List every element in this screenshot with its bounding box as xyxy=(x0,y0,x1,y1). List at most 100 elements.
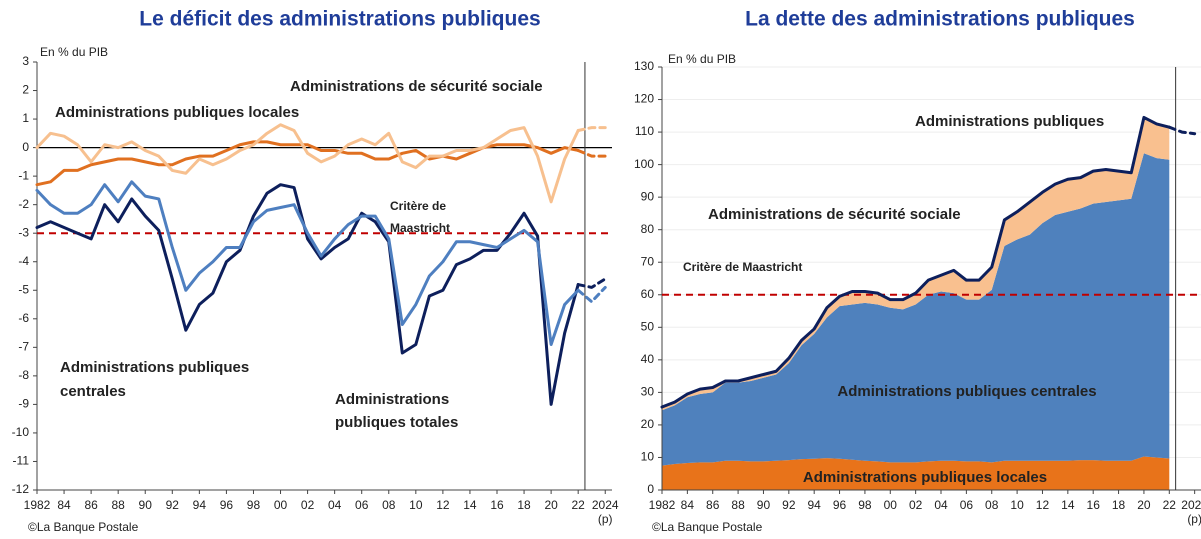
line xyxy=(660,115,1171,409)
line xyxy=(1167,125,1197,136)
area xyxy=(662,153,1170,466)
x-tick-label: 86 xyxy=(706,498,720,512)
y-tick-label: 0 xyxy=(647,482,654,496)
y-axis-label: En % du PIB xyxy=(40,45,108,59)
y-tick-label: 60 xyxy=(641,287,655,301)
line xyxy=(576,126,607,132)
x-tick-label: 14 xyxy=(463,498,477,512)
y-tick-label: 50 xyxy=(641,319,655,333)
x-note: (p) xyxy=(1187,512,1201,526)
x-note: (p) xyxy=(598,512,613,526)
series-label: Administrations publiques xyxy=(915,113,1104,130)
x-tick-label: 10 xyxy=(409,498,423,512)
source: ©La Banque Postale xyxy=(28,520,139,534)
x-tick-label: 94 xyxy=(808,498,822,512)
x-tick-label: 14 xyxy=(1061,498,1075,512)
y-tick-label: -9 xyxy=(18,397,29,411)
x-tick-label: 16 xyxy=(1087,498,1101,512)
x-tick-label: 84 xyxy=(681,498,695,512)
line xyxy=(35,140,580,187)
chart-title: Le déficit des administrations publiques xyxy=(139,8,540,31)
y-tick-label: -2 xyxy=(18,197,29,211)
reference-label: Critère de xyxy=(390,199,446,213)
x-tick-label: 16 xyxy=(490,498,504,512)
y-tick-label: 10 xyxy=(641,450,655,464)
x-tick-label: 88 xyxy=(111,498,125,512)
x-tick-label: 04 xyxy=(328,498,342,512)
x-tick-label: 02 xyxy=(909,498,923,512)
y-tick-label: 70 xyxy=(641,254,655,268)
y-tick-label: -11 xyxy=(13,454,30,468)
x-tick-label: 88 xyxy=(731,498,745,512)
x-tick-label: 08 xyxy=(985,498,999,512)
x-tick-label: 92 xyxy=(782,498,796,512)
line xyxy=(35,123,580,204)
x-tick-label: 08 xyxy=(382,498,396,512)
x-tick-label: 04 xyxy=(934,498,948,512)
y-tick-label: 110 xyxy=(635,124,654,138)
x-tick-label: 84 xyxy=(57,498,71,512)
y-tick-label: -6 xyxy=(18,311,29,325)
x-tick-label: 06 xyxy=(355,498,369,512)
y-tick-label: 80 xyxy=(641,222,655,236)
x-tick-label: 10 xyxy=(1010,498,1024,512)
x-tick-label: 22 xyxy=(1163,498,1177,512)
y-tick-label: 2 xyxy=(22,83,29,97)
line xyxy=(576,285,607,304)
y-tick-label: 3 xyxy=(22,54,29,68)
y-tick-label: -1 xyxy=(18,168,29,182)
x-tick-label: 96 xyxy=(220,498,234,512)
x-tick-label: 90 xyxy=(757,498,771,512)
y-tick-label: 1 xyxy=(22,111,29,125)
y-tick-label: -10 xyxy=(12,425,30,439)
x-tick-label: 98 xyxy=(858,498,872,512)
reference-label: Maastricht xyxy=(390,221,450,235)
line xyxy=(576,148,607,158)
x-tick-label: 1982 xyxy=(649,498,676,512)
y-tick-label: 30 xyxy=(641,385,655,399)
y-tick-label: 130 xyxy=(634,59,654,73)
x-tick-label: 12 xyxy=(1036,498,1050,512)
y-tick-label: 90 xyxy=(641,189,655,203)
source: ©La Banque Postale xyxy=(652,520,763,534)
y-tick-label: -5 xyxy=(18,282,29,296)
y-tick-label: -8 xyxy=(18,368,29,382)
y-tick-label: 0 xyxy=(22,140,29,154)
reference-label: Critère de Maastricht xyxy=(683,260,802,274)
line xyxy=(35,183,580,406)
series-label: centrales xyxy=(60,383,126,400)
series-label: Administrations publiques locales xyxy=(803,469,1047,486)
series-label: publiques totales xyxy=(335,414,458,431)
x-tick-label: 2024 xyxy=(592,498,619,512)
x-tick-label: 18 xyxy=(1112,498,1126,512)
series-label: Administrations de sécurité sociale xyxy=(708,206,961,223)
series-label: Administrations publiques centrales xyxy=(837,383,1096,400)
x-tick-label: 90 xyxy=(139,498,153,512)
y-tick-label: -7 xyxy=(18,340,29,354)
x-tick-label: 12 xyxy=(436,498,450,512)
x-tick-label: 2024 xyxy=(1181,498,1201,512)
x-tick-label: 86 xyxy=(84,498,98,512)
series-label: Administrations xyxy=(335,391,449,408)
x-tick-label: 96 xyxy=(833,498,847,512)
x-tick-label: 20 xyxy=(1137,498,1151,512)
y-tick-label: -4 xyxy=(18,254,29,268)
area xyxy=(662,456,1170,490)
x-tick-label: 18 xyxy=(517,498,531,512)
series-label: Administrations de sécurité sociale xyxy=(290,78,543,95)
x-tick-label: 92 xyxy=(166,498,180,512)
chart-title: La dette des administrations publiques xyxy=(745,8,1135,31)
series-label: Administrations publiques xyxy=(60,359,249,376)
x-tick-label: 20 xyxy=(544,498,558,512)
y-tick-label: -12 xyxy=(12,482,30,496)
line xyxy=(35,180,580,346)
series-label: Administrations publiques locales xyxy=(55,104,299,121)
x-tick-label: 1982 xyxy=(24,498,51,512)
x-tick-label: 02 xyxy=(301,498,315,512)
y-tick-label: -3 xyxy=(18,225,29,239)
line xyxy=(576,277,607,289)
y-tick-label: 20 xyxy=(641,417,655,431)
x-tick-label: 22 xyxy=(571,498,585,512)
x-tick-label: 94 xyxy=(193,498,207,512)
